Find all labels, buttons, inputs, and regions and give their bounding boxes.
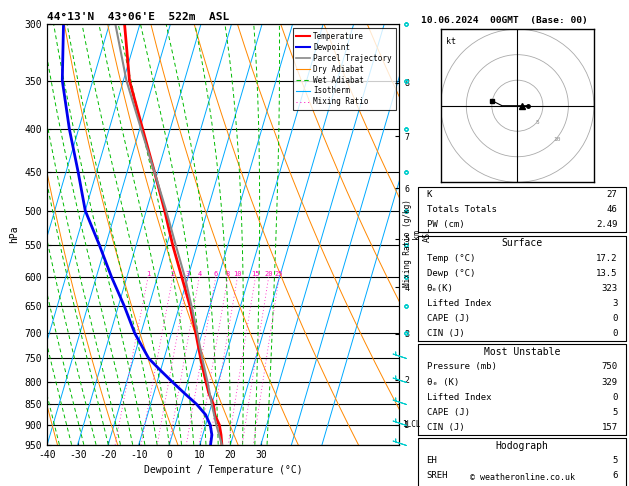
Text: 10: 10	[233, 271, 242, 277]
Text: 4: 4	[198, 271, 201, 277]
Text: EH: EH	[426, 456, 437, 465]
Text: 329: 329	[601, 378, 618, 386]
Text: 27: 27	[607, 190, 618, 199]
Text: 17.2: 17.2	[596, 254, 618, 263]
Text: 8: 8	[226, 271, 230, 277]
Text: 10.06.2024  00GMT  (Base: 00): 10.06.2024 00GMT (Base: 00)	[421, 16, 588, 25]
Text: Surface: Surface	[501, 238, 543, 248]
Text: kt: kt	[446, 37, 456, 46]
Text: 0: 0	[612, 314, 618, 323]
Text: Hodograph: Hodograph	[496, 441, 548, 451]
Text: 6: 6	[612, 471, 618, 480]
Text: θₑ(K): θₑ(K)	[426, 284, 454, 293]
Text: © weatheronline.co.uk: © weatheronline.co.uk	[470, 473, 574, 482]
Text: 25: 25	[275, 271, 284, 277]
Text: CIN (J): CIN (J)	[426, 423, 464, 432]
X-axis label: Dewpoint / Temperature (°C): Dewpoint / Temperature (°C)	[144, 465, 303, 475]
Text: SREH: SREH	[426, 471, 448, 480]
Text: Most Unstable: Most Unstable	[484, 347, 560, 357]
Text: 3: 3	[186, 271, 190, 277]
Text: K: K	[426, 190, 432, 199]
Text: 5: 5	[535, 120, 539, 124]
Text: 323: 323	[601, 284, 618, 293]
Text: 5: 5	[612, 408, 618, 417]
Text: Lifted Index: Lifted Index	[426, 299, 491, 308]
Text: 46: 46	[607, 205, 618, 214]
Text: Dewp (°C): Dewp (°C)	[426, 269, 475, 278]
Text: Pressure (mb): Pressure (mb)	[426, 363, 496, 371]
Y-axis label: km
ASL: km ASL	[412, 227, 431, 242]
Text: 157: 157	[601, 423, 618, 432]
Text: 0: 0	[612, 329, 618, 338]
Text: PW (cm): PW (cm)	[426, 220, 464, 229]
Text: 15: 15	[251, 271, 260, 277]
Text: 10: 10	[553, 138, 560, 142]
Text: 1: 1	[146, 271, 150, 277]
Text: Temp (°C): Temp (°C)	[426, 254, 475, 263]
Text: 2.49: 2.49	[596, 220, 618, 229]
Text: CAPE (J): CAPE (J)	[426, 314, 470, 323]
Text: θₑ (K): θₑ (K)	[426, 378, 459, 386]
Text: 20: 20	[264, 271, 273, 277]
Legend: Temperature, Dewpoint, Parcel Trajectory, Dry Adiabat, Wet Adiabat, Isotherm, Mi: Temperature, Dewpoint, Parcel Trajectory…	[292, 28, 396, 110]
Text: 44°13'N  43°06'E  522m  ASL: 44°13'N 43°06'E 522m ASL	[47, 12, 230, 22]
Text: CIN (J): CIN (J)	[426, 329, 464, 338]
Y-axis label: hPa: hPa	[9, 226, 19, 243]
Text: 3: 3	[612, 299, 618, 308]
Text: 1LCL: 1LCL	[402, 420, 421, 430]
Text: 750: 750	[601, 363, 618, 371]
Text: 0: 0	[612, 393, 618, 401]
Text: CAPE (J): CAPE (J)	[426, 408, 470, 417]
Text: 6: 6	[214, 271, 218, 277]
Text: 5: 5	[612, 456, 618, 465]
Text: 2: 2	[170, 271, 175, 277]
Text: Lifted Index: Lifted Index	[426, 393, 491, 401]
Text: Mixing Ratio (g/kg): Mixing Ratio (g/kg)	[403, 199, 412, 287]
Text: Totals Totals: Totals Totals	[426, 205, 496, 214]
Text: 13.5: 13.5	[596, 269, 618, 278]
